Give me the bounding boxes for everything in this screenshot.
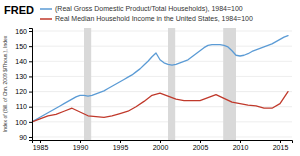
legend: (Real Gross Domestic Product/Total House… <box>40 5 253 22</box>
tick: 2010 <box>233 140 249 151</box>
tick-label: 130 <box>15 73 27 80</box>
tick-mark <box>29 31 32 32</box>
tick: 100 <box>15 119 32 126</box>
chart-container: 1985 1990 1995 2000 2005 2010 2015 90 100 110 120 1… <box>0 0 300 156</box>
grid-line <box>32 121 292 122</box>
legend-swatch <box>40 8 52 10</box>
tick: 90 <box>19 134 32 141</box>
axis-line <box>33 141 293 144</box>
tick: 110 <box>16 103 32 110</box>
tick-label: 90 <box>19 134 27 141</box>
legend-swatch <box>40 18 52 20</box>
tick-mark <box>29 76 32 77</box>
tick: 2005 <box>193 140 209 151</box>
chart: 1985 1990 1995 2000 2005 2010 2015 90 100 110 120 1… <box>0 0 300 156</box>
y-axis: 90 100 110 120 130 140 150 160 <box>15 28 32 141</box>
grid-line <box>32 46 292 47</box>
tick: 1990 <box>73 140 89 151</box>
tick: 2015 <box>273 140 289 151</box>
title: FRED <box>4 4 34 16</box>
tick: 120 <box>15 88 32 95</box>
tick-label: 120 <box>15 88 27 95</box>
tick-mark <box>29 107 32 108</box>
grid-line <box>32 106 292 107</box>
tick: 150 <box>15 43 32 50</box>
tick-label: 2000 <box>153 144 169 151</box>
recession-band <box>168 28 175 140</box>
tick: 130 <box>15 73 32 80</box>
tick-label: 2005 <box>193 144 209 151</box>
tick-label: 1985 <box>33 144 49 151</box>
x-axis: 1985 1990 1995 2000 2005 2010 2015 <box>33 140 293 151</box>
tick: 2000 <box>153 140 169 151</box>
recession-band <box>223 28 236 140</box>
tick-label: 160 <box>15 28 27 35</box>
legend-label: (Real Gross Domestic Product/Total House… <box>55 5 243 13</box>
tick-mark <box>200 140 201 143</box>
tick-mark <box>280 140 281 143</box>
tick-mark <box>160 140 161 143</box>
grid <box>32 31 292 137</box>
series-line <box>32 92 288 122</box>
tick-mark <box>80 140 81 143</box>
grid-line <box>32 136 292 137</box>
tick-mark <box>29 122 32 123</box>
tick-mark <box>29 137 32 138</box>
tick: 140 <box>15 58 32 65</box>
tick: 1995 <box>113 140 129 151</box>
tick-label: 2010 <box>233 144 249 151</box>
tick: 1985 <box>33 140 49 151</box>
grid-line <box>32 91 292 92</box>
tick-mark <box>40 140 41 143</box>
grid-line <box>32 31 292 32</box>
legend-label: Real Median Household Income in the Unit… <box>55 15 253 22</box>
tick-mark <box>120 140 121 143</box>
tick-label: 100 <box>15 119 27 126</box>
recession-band <box>84 28 91 140</box>
tick-label: 1995 <box>113 144 129 151</box>
tick-label: 140 <box>15 58 27 65</box>
series-line <box>32 36 288 122</box>
y-axis-label: Index of (Bill. of Chn. 2009 $/Thous.), … <box>2 35 8 132</box>
tick: 160 <box>15 28 32 35</box>
tick-label: 110 <box>16 103 27 110</box>
tick-mark <box>29 61 32 62</box>
grid-line <box>32 76 292 77</box>
tick-mark <box>29 46 32 47</box>
axis-line <box>29 29 33 141</box>
tick-mark <box>240 140 241 143</box>
tick-label: 1990 <box>73 144 89 151</box>
tick-mark <box>29 92 32 93</box>
plot-area <box>32 28 288 140</box>
tick-label: 150 <box>15 43 27 50</box>
tick-label: 2015 <box>273 144 289 151</box>
